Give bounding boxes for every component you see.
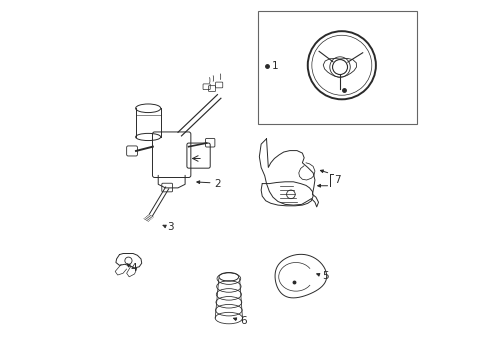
Bar [258,12,417,125]
Text: 7: 7 [334,175,341,185]
Text: 5: 5 [322,271,329,281]
Text: 6: 6 [240,316,247,326]
Text: 1: 1 [272,61,278,71]
Text: 4: 4 [130,262,137,273]
Text: 3: 3 [167,222,174,232]
Text: 2: 2 [215,179,221,189]
